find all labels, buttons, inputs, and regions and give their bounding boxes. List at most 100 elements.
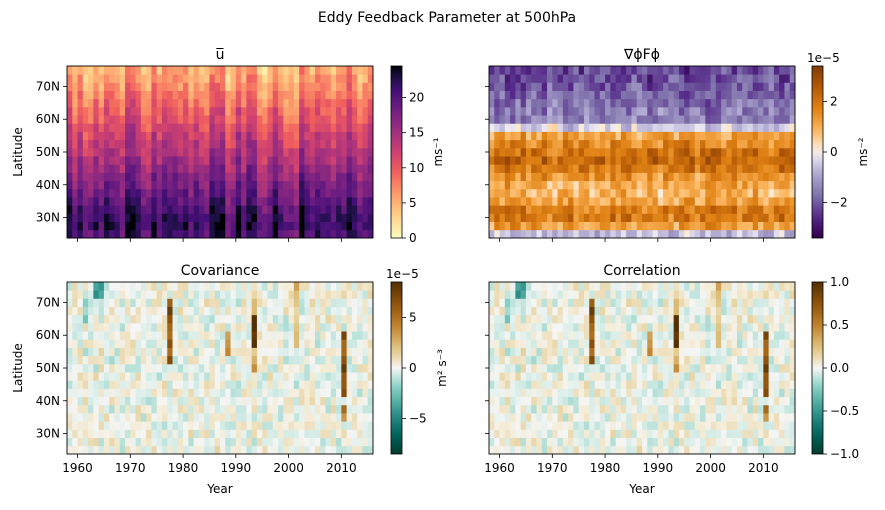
heatmap-cell [283,348,289,357]
heatmap-cell [188,164,194,173]
heatmap-cell [315,181,321,190]
heatmap-cell [146,99,152,108]
heatmap-cell [779,222,785,231]
heatmap-cell [790,172,796,181]
heatmap-cell [194,189,200,198]
heatmap-cell [362,82,368,91]
heatmap-cell [241,230,247,239]
heatmap-cell [695,74,701,83]
heatmap-cell [626,197,632,206]
heatmap-cell [199,222,205,231]
heatmap-cell [605,282,611,291]
heatmap-cell [368,132,374,141]
heatmap-cell [130,172,136,181]
heatmap-cell [136,331,142,340]
heatmap-cell [674,397,680,406]
heatmap-cell [88,298,94,307]
heatmap-cell [616,222,622,231]
heatmap-cell [595,397,601,406]
heatmap-cell [188,372,194,381]
heatmap-cell [104,307,110,316]
heatmap-cell [241,339,247,348]
heatmap-cell [347,307,353,316]
heatmap-cell [368,290,374,299]
heatmap-cell [663,74,669,83]
heatmap-cell [267,230,273,239]
heatmap-cell [526,107,532,116]
heatmap-cell [631,189,637,198]
heatmap-cell [547,298,553,307]
heatmap-cell [109,405,115,414]
heatmap-cell [653,74,659,83]
heatmap-cell [220,181,226,190]
heatmap-cell [215,115,221,124]
heatmap-cell [347,315,353,324]
heatmap-cell [125,290,131,299]
heatmap-cell [626,413,632,422]
heatmap-cell [637,446,643,455]
heatmap-cell [763,91,769,100]
heatmap-cell [183,356,189,365]
heatmap-cell [278,315,284,324]
heatmap-cell [267,115,273,124]
heatmap-cell [742,66,748,75]
heatmap-cell [146,181,152,190]
heatmap-cell [637,315,643,324]
heatmap-cell [700,164,706,173]
heatmap-cell [668,222,674,231]
heatmap-cell [262,405,268,414]
heatmap-cell [267,348,273,357]
heatmap-cell [289,315,295,324]
heatmap-cell [246,172,252,181]
heatmap-cell [326,282,332,291]
heatmap-cell [125,156,131,165]
heatmap-cell [547,222,553,231]
heatmap-cell [93,66,99,75]
heatmap-cell [173,140,179,149]
heatmap-cell [742,323,748,332]
heatmap-cell [162,339,168,348]
heatmap-cell [653,156,659,165]
heatmap-cell [289,164,295,173]
heatmap-cell [684,421,690,430]
heatmap-cell [558,348,564,357]
heatmap-cell [774,213,780,222]
heatmap-cell [595,189,601,198]
heatmap-cell [568,107,574,116]
heatmap-cell [357,140,363,149]
heatmap-cell [579,339,585,348]
heatmap-cell [326,230,332,239]
heatmap-cell [605,388,611,397]
heatmap-cell [505,189,511,198]
heatmap-cell [668,181,674,190]
heatmap-cell [647,323,653,332]
heatmap-cell [536,413,542,422]
heatmap-cell [167,107,173,116]
heatmap-cell [515,429,521,438]
heatmap-cell [658,331,664,340]
heatmap-cell [347,388,353,397]
heatmap-cell [241,115,247,124]
heatmap-cell [684,372,690,381]
heatmap-cell [120,446,126,455]
heatmap-cell [183,282,189,291]
heatmap-cell [347,397,353,406]
heatmap-cell [167,189,173,198]
heatmap-cell [658,429,664,438]
heatmap-cell [790,156,796,165]
heatmap-cell [563,164,569,173]
heatmap-cell [362,205,368,214]
heatmap-cell [141,372,147,381]
heatmap-cell [83,331,89,340]
heatmap-cell [130,364,136,373]
heatmap-cell [151,197,157,206]
heatmap-cell [732,115,738,124]
heatmap-cell [558,91,564,100]
heatmap-cell [157,405,163,414]
heatmap-cell [83,348,89,357]
heatmap-cell [241,323,247,332]
heatmap-cell [631,438,637,447]
heatmap-cell [726,372,732,381]
heatmap-cell [584,148,590,157]
heatmap-cell [763,66,769,75]
